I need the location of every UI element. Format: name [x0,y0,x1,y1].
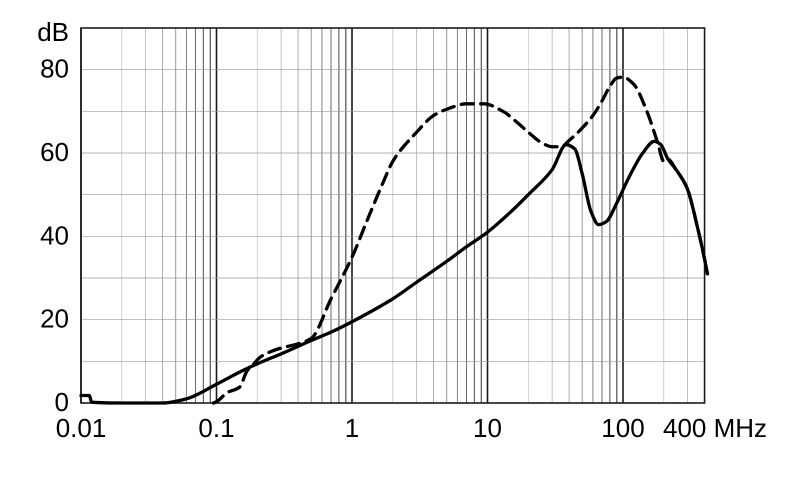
svg-text:0.1: 0.1 [198,413,234,443]
svg-text:10: 10 [473,413,502,443]
svg-text:20: 20 [40,304,69,334]
svg-text:100: 100 [601,413,644,443]
svg-text:0: 0 [55,387,69,417]
svg-text:400 MHz: 400 MHz [663,413,767,443]
svg-text:1: 1 [345,413,359,443]
svg-text:80: 80 [40,54,69,84]
svg-text:dB: dB [37,17,69,47]
svg-text:40: 40 [40,220,69,250]
svg-text:0.01: 0.01 [56,413,107,443]
svg-text:60: 60 [40,137,69,167]
